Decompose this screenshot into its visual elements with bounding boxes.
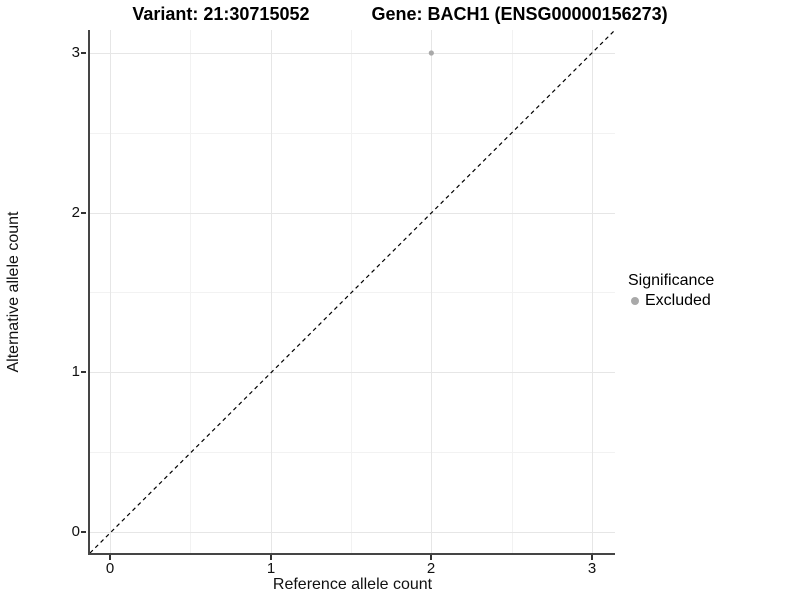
x-tick <box>591 555 593 560</box>
legend: Significance Excluded <box>628 271 714 310</box>
gridline-x3 <box>592 30 593 553</box>
y-tick <box>81 212 86 214</box>
legend-dot-icon <box>631 296 639 305</box>
x-tick <box>270 555 272 560</box>
x-tick-label: 2 <box>426 560 436 577</box>
gridline-minor-v <box>351 30 352 553</box>
variant-title: Variant: 21:30715052 <box>132 4 310 24</box>
y-tick <box>81 371 86 373</box>
gridline-minor-v <box>190 30 191 553</box>
plot-svg <box>89 29 616 554</box>
y-tick-label: 2 <box>71 204 80 221</box>
x-tick-label: 0 <box>105 560 115 577</box>
x-axis-line <box>88 553 615 555</box>
identity-reference-line <box>89 29 616 554</box>
legend-item-excluded: Excluded <box>628 291 714 310</box>
gridline-y2 <box>90 213 615 214</box>
x-tick-label: 3 <box>587 560 597 577</box>
y-tick <box>81 531 86 533</box>
plot-panel: 0 1 2 3 3 2 1 0 Reference allele count A… <box>5 29 616 593</box>
y-axis-title: Alternative allele count <box>5 211 22 372</box>
gridline-minor-h <box>90 452 615 453</box>
x-axis-title: Reference allele count <box>272 576 433 593</box>
y-tick-label: 0 <box>71 523 80 540</box>
y-axis-line <box>88 30 90 555</box>
x-tick <box>430 555 432 560</box>
gridline-minor-h <box>90 292 615 293</box>
plot-title-row: Variant: 21:30715052 Gene: BACH1 (ENSG00… <box>0 3 800 25</box>
gene-title: Gene: BACH1 (ENSG00000156273) <box>371 4 668 24</box>
gridline-y3 <box>90 53 615 54</box>
data-point <box>428 50 434 56</box>
gridline-minor-v <box>512 30 513 553</box>
y-tick-label: 3 <box>71 44 80 61</box>
gridline-y0 <box>90 532 615 533</box>
x-tick-label: 1 <box>266 560 276 577</box>
x-tick <box>109 555 111 560</box>
gridline-x2 <box>431 30 432 553</box>
legend-item-label: Excluded <box>645 292 711 309</box>
gridline-y1 <box>90 372 615 373</box>
legend-title: Significance <box>628 272 715 289</box>
y-tick <box>81 52 86 54</box>
gridline-x0 <box>110 30 111 553</box>
gridline-minor-h <box>90 133 615 134</box>
gridline-x1 <box>271 30 272 553</box>
y-tick-label: 1 <box>71 363 80 380</box>
